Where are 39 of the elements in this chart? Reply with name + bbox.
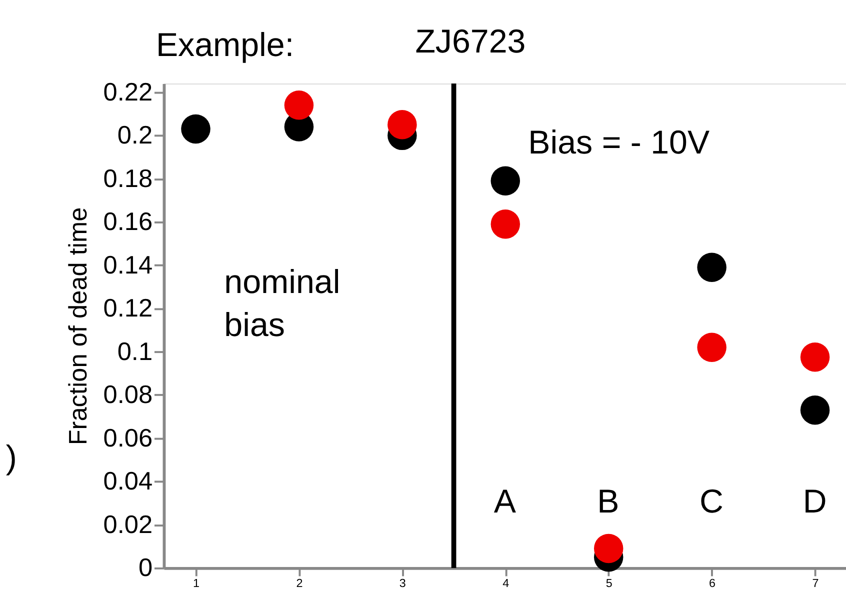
- text: ): [6, 440, 17, 477]
- point: [800, 395, 830, 425]
- x-tick-label: 3: [399, 576, 406, 590]
- point: [388, 110, 417, 140]
- y-tick-label: 0.1: [117, 338, 153, 366]
- annotation: B: [597, 483, 620, 520]
- x-tick-label: 5: [606, 576, 613, 590]
- point: [181, 114, 210, 144]
- y-tick-label: 0.18: [103, 164, 153, 193]
- point: [697, 252, 726, 282]
- y-tick-label: 0.16: [103, 208, 153, 236]
- y-tick-label: 0: [138, 554, 153, 582]
- y-tick-label: 0.14: [103, 251, 153, 280]
- x-tick-label: 6: [709, 576, 716, 590]
- chart-title: ZJ6723: [415, 23, 526, 60]
- point: [594, 534, 624, 564]
- point: [490, 210, 520, 239]
- x-tick-label: 7: [812, 576, 819, 590]
- point: [284, 90, 314, 120]
- x-tick-label: 2: [296, 576, 303, 590]
- text: Example:: [156, 27, 294, 64]
- y-tick-label: 0.22: [103, 78, 153, 106]
- annotation: Bias = - 10V: [528, 124, 710, 162]
- y-tick-label: 0.06: [103, 424, 153, 452]
- y-axis-title: Fraction of dead time: [64, 207, 93, 446]
- y-tick-label: 0.2: [117, 122, 153, 150]
- annotation: nominal bias: [224, 264, 340, 344]
- annotation: A: [494, 483, 517, 520]
- point: [697, 332, 726, 362]
- y-tick-label: 0.08: [103, 381, 153, 410]
- point: [490, 166, 520, 196]
- annotation: C: [700, 483, 724, 520]
- y-tick-label: 0.12: [103, 294, 153, 323]
- point: [800, 342, 830, 372]
- y-tick-label: 0.04: [103, 468, 153, 496]
- x-tick-label: 1: [192, 576, 200, 590]
- annotation: D: [802, 483, 827, 520]
- x-tick-label: 4: [502, 576, 510, 590]
- y-tick-label: 0.02: [103, 510, 153, 539]
